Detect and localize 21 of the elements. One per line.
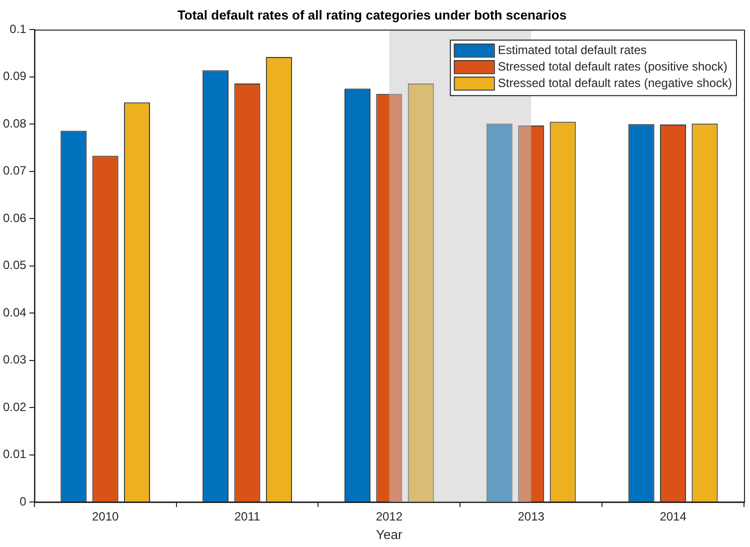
y-tick-label: 0.09 [2,69,27,84]
x-tick-label: 2013 [518,510,545,524]
y-tick-label: 0 [20,494,27,508]
x-tick-label: 2014 [660,510,687,524]
x-tick-label: 2010 [92,510,119,524]
legend-label: Estimated total default rates [498,42,647,57]
y-tick-label: 0.03 [2,352,27,367]
y-tick-label: 0.04 [2,305,27,320]
y-tick-label: 0.08 [2,116,27,130]
y-tick-label: 0.07 [2,164,27,178]
y-tick-label: 0.02 [2,400,27,414]
y-tick-label: 0.1 [10,22,27,36]
y-tick-label: 0.05 [2,258,27,272]
legend-label: Stressed total default rates (positive shock) [498,59,728,74]
x-tick-label: 2012 [376,510,403,524]
x-axis-title: Year [376,526,403,542]
y-tick-label: 0.06 [2,210,27,225]
y-tick-label: 0.01 [2,447,27,462]
x-tick-label: 2011 [234,510,260,524]
chart-title: Total default rates of all rating categories under both scenarios [177,7,567,22]
legend-label: Stressed total default rates (negative shock) [498,76,732,90]
